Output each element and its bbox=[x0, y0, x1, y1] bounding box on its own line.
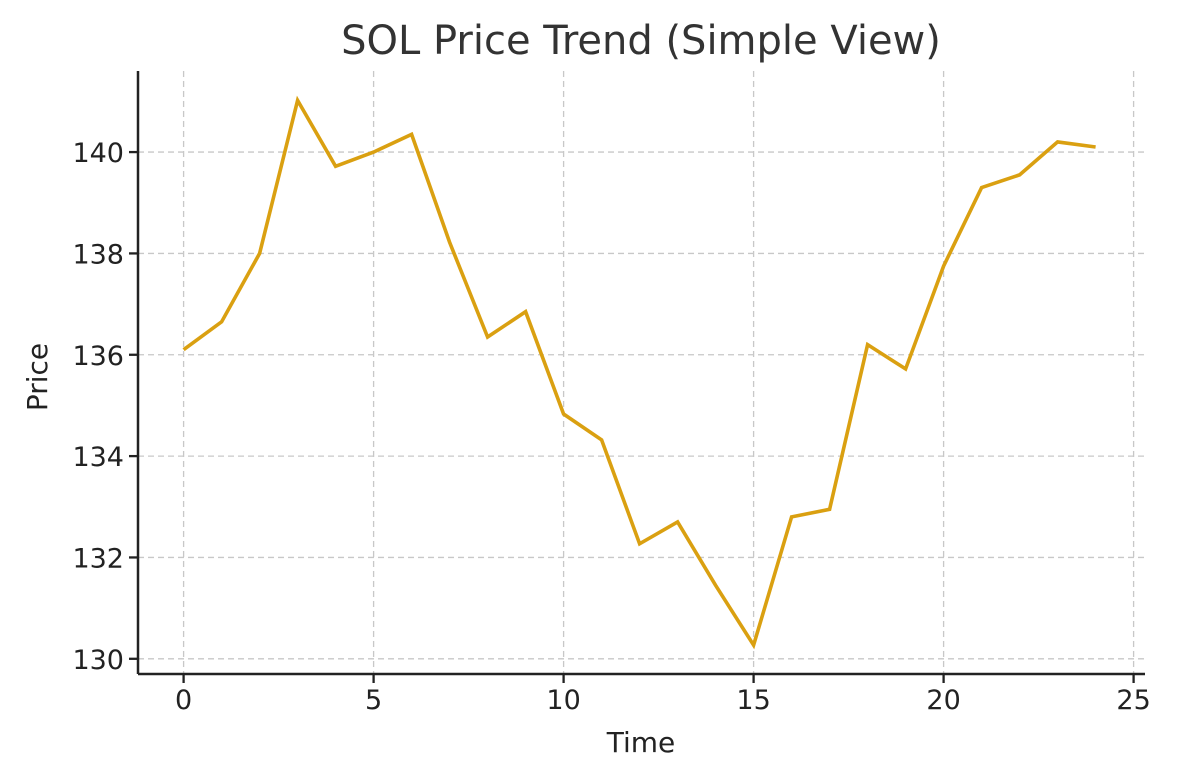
x-tick-label: 10 bbox=[546, 685, 580, 716]
series-layer bbox=[182, 95, 1096, 650]
y-axis-label: Price bbox=[21, 343, 54, 411]
x-tick-label: 5 bbox=[365, 685, 382, 716]
x-axis-label: Time bbox=[606, 726, 676, 759]
series-line-0 bbox=[182, 95, 1096, 650]
chart-title: SOL Price Trend (Simple View) bbox=[341, 18, 941, 64]
y-tick-label: 140 bbox=[72, 138, 124, 169]
y-tick-label: 130 bbox=[72, 645, 124, 676]
x-tick-label: 15 bbox=[736, 685, 770, 716]
x-tick-label: 25 bbox=[1116, 685, 1150, 716]
y-tick-label: 138 bbox=[72, 239, 124, 270]
y-tick-label: 136 bbox=[72, 341, 124, 372]
tick-labels: 0 5 10 15 20 25 130 132 134 136 138 140 bbox=[72, 138, 1150, 716]
axes bbox=[129, 71, 1145, 683]
x-tick-label: 20 bbox=[926, 685, 960, 716]
y-tick-label: 134 bbox=[72, 442, 124, 473]
y-tick-label: 132 bbox=[72, 543, 124, 574]
grid bbox=[138, 71, 1145, 674]
x-tick-label: 0 bbox=[175, 685, 192, 716]
